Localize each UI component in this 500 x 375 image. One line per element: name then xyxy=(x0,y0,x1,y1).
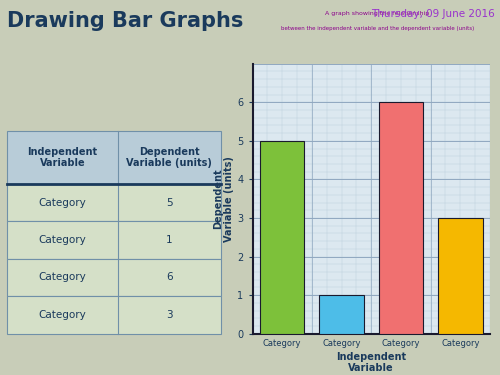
Bar xyxy=(438,218,482,334)
Bar xyxy=(320,295,364,334)
Bar xyxy=(7,184,220,221)
Text: Independent
Variable: Independent Variable xyxy=(28,147,98,168)
Y-axis label: Dependent
Variable (units): Dependent Variable (units) xyxy=(213,156,234,242)
Text: 1: 1 xyxy=(166,235,172,245)
Text: 5: 5 xyxy=(166,198,172,207)
X-axis label: Independent
Variable: Independent Variable xyxy=(336,352,406,374)
Text: between the independent variable and the dependent variable (units): between the independent variable and the… xyxy=(281,26,474,31)
Bar xyxy=(378,102,423,334)
Text: Drawing Bar Graphs: Drawing Bar Graphs xyxy=(7,11,243,31)
Text: 6: 6 xyxy=(166,273,172,282)
Text: Category: Category xyxy=(38,273,86,282)
Bar xyxy=(260,141,304,334)
Text: 3: 3 xyxy=(166,310,172,320)
Bar xyxy=(7,221,220,259)
Text: Category: Category xyxy=(38,198,86,207)
Text: Thursday, 09 June 2016: Thursday, 09 June 2016 xyxy=(371,9,495,20)
Bar xyxy=(7,259,220,296)
Bar xyxy=(7,131,220,184)
Bar xyxy=(7,296,220,334)
Text: Dependent
Variable (units): Dependent Variable (units) xyxy=(126,147,212,168)
Text: Category: Category xyxy=(38,235,86,245)
Text: Category: Category xyxy=(38,310,86,320)
Text: A graph showing the relationship: A graph showing the relationship xyxy=(325,11,430,16)
